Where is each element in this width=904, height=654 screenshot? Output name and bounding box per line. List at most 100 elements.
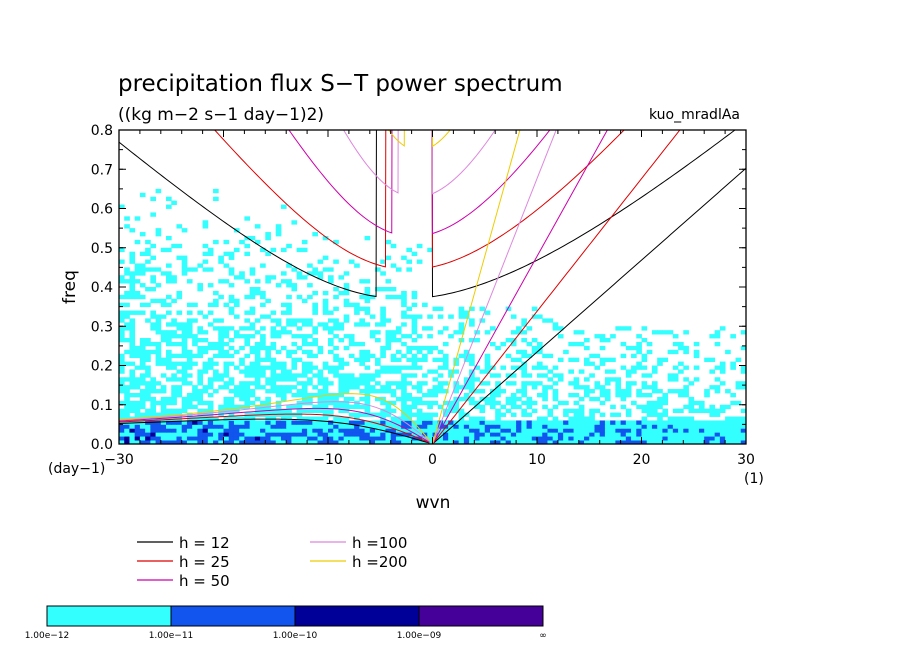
shading-cell [312, 404, 318, 410]
legend-label: h = 25 [179, 553, 230, 571]
shading-cell [568, 408, 574, 414]
shading-cell [343, 334, 350, 339]
shading-cell [145, 239, 151, 245]
shading-cell [333, 326, 339, 331]
shading-cell [406, 396, 413, 402]
shading-cell [249, 290, 256, 296]
shading-cell [280, 424, 287, 429]
shading-cell [531, 420, 538, 425]
shading-cell [636, 365, 642, 370]
shading-cell [160, 385, 167, 390]
shading-cell [265, 400, 271, 406]
shading-cell [286, 310, 292, 315]
shading-cell [333, 392, 339, 398]
shading-cell [369, 314, 376, 319]
shading-cell [265, 314, 271, 319]
shading-cell [322, 306, 329, 311]
shading-cell [328, 318, 334, 323]
shading-cell [620, 392, 627, 398]
shading-cell [270, 420, 277, 425]
shading-cell [333, 432, 339, 437]
shading-cell [411, 314, 418, 319]
shading-cell [119, 385, 125, 390]
shading-cell [479, 408, 486, 414]
shading-cell [275, 400, 282, 406]
shading-cell [244, 412, 251, 417]
shading-cell [119, 436, 125, 441]
shading-cell [401, 408, 407, 414]
shading-cell [160, 334, 167, 339]
shading-cell [145, 247, 151, 253]
shading-cell [516, 420, 522, 425]
shading-cell [150, 326, 156, 331]
shading-cell [599, 338, 606, 343]
shading-cell [479, 381, 486, 386]
shading-cell [150, 322, 156, 327]
shading-cell [307, 369, 313, 374]
shading-cell [427, 420, 433, 425]
shading-cell [124, 412, 130, 417]
shading-cell [380, 314, 386, 319]
shading-cell [176, 436, 183, 441]
shading-cell [171, 365, 177, 370]
shading-cell [129, 275, 136, 280]
shading-cell [651, 436, 658, 441]
shading-cell [448, 432, 454, 437]
shading-cell [516, 326, 522, 331]
colorbar-label: 1.00e−09 [397, 631, 442, 641]
shading-cell [725, 428, 731, 433]
shading-cell [693, 432, 700, 437]
shading-cell [589, 416, 595, 421]
shading-cell [568, 428, 574, 433]
shading-cell [254, 404, 261, 410]
shading-cell [312, 436, 318, 441]
shading-cell [714, 334, 721, 339]
shading-cell [265, 389, 271, 394]
shading-cell [437, 349, 444, 355]
shading-cell [469, 436, 475, 441]
shading-cell [369, 294, 376, 300]
shading-cell [657, 440, 663, 444]
shading-cell [432, 412, 439, 417]
shading-cell [317, 271, 324, 276]
shading-cell [155, 389, 162, 394]
shading-cell [202, 345, 209, 351]
shading-cell [354, 424, 360, 429]
shading-cell [505, 420, 512, 425]
shading-cell [620, 404, 627, 410]
shading-cell [401, 302, 407, 308]
shading-cell [505, 338, 512, 343]
shading-cell [557, 377, 564, 382]
shading-cell [249, 440, 256, 444]
shading-cell [563, 428, 569, 433]
shading-cell [249, 310, 256, 315]
shading-cell [479, 432, 486, 437]
shading-cell [604, 440, 611, 444]
shading-cell [599, 345, 606, 351]
shading-cell [526, 341, 533, 347]
shading-cell [385, 341, 392, 347]
shading-cell [244, 392, 251, 398]
shading-cell [119, 428, 125, 433]
shading-cell [228, 424, 235, 429]
shading-cell [301, 369, 308, 374]
shading-cell [719, 408, 726, 414]
shading-cell [280, 385, 287, 390]
shading-cell [672, 334, 679, 339]
shading-cell [662, 440, 669, 444]
shading-cell [521, 365, 527, 370]
shading-cell [510, 432, 517, 437]
shading-cell [719, 420, 726, 425]
shading-cell [406, 408, 413, 414]
shading-cell [275, 232, 282, 237]
shading-cell [338, 365, 345, 370]
shading-cell [495, 400, 501, 406]
shading-cell [124, 396, 130, 402]
shading-cell [610, 440, 616, 444]
shading-cell [328, 326, 334, 331]
shading-cell [636, 389, 642, 394]
shading-cell [197, 432, 204, 437]
shading-cell [693, 420, 700, 425]
shading-cell [578, 432, 585, 437]
shading-cell [610, 424, 616, 429]
